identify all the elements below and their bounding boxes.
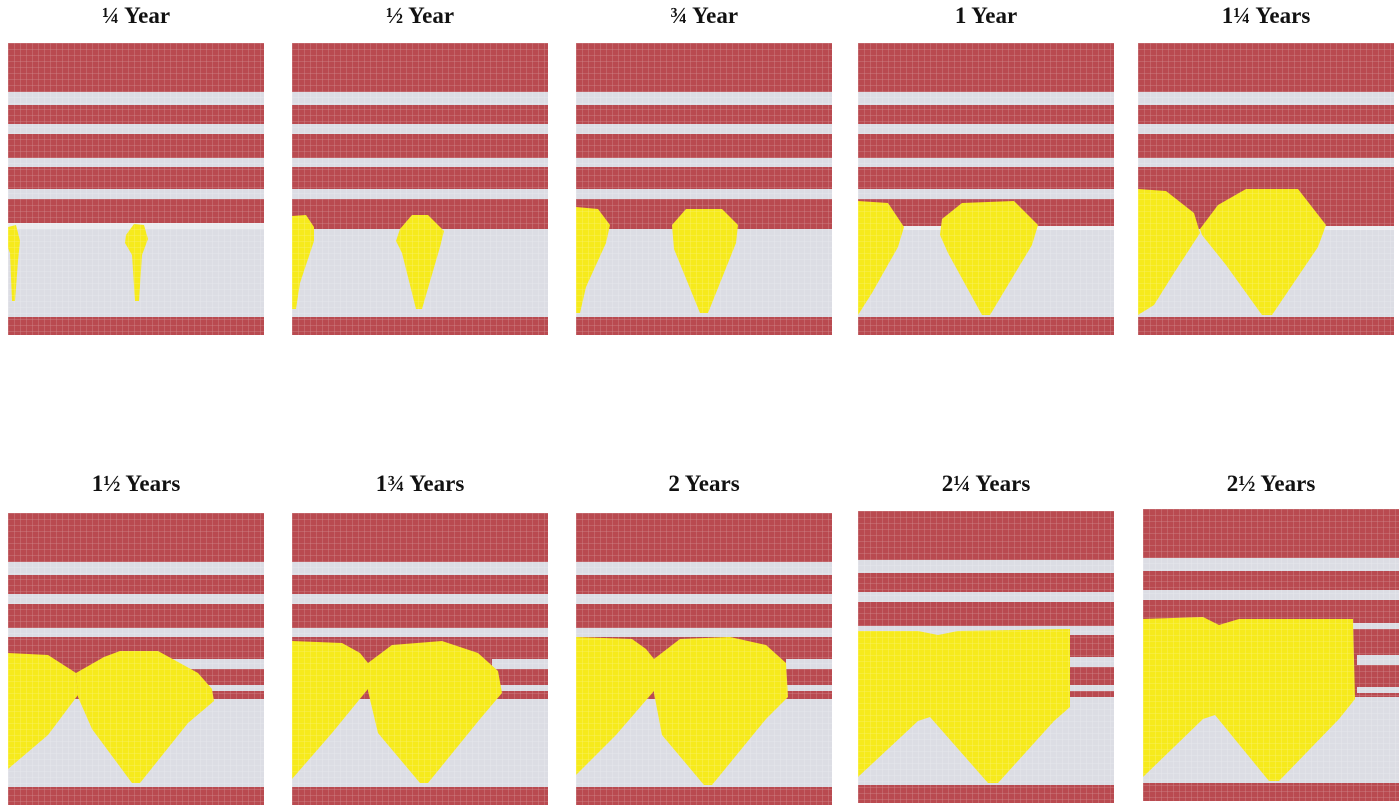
panel-title: 2 Years xyxy=(668,471,740,496)
panel-title: ¼ Year xyxy=(101,3,171,28)
panel-grid xyxy=(8,43,264,335)
plume-panel xyxy=(858,43,1114,335)
plume-panel xyxy=(576,513,832,805)
panel-title: 1¾ Years xyxy=(375,471,465,496)
plume-panel xyxy=(292,513,548,805)
plume-panel xyxy=(8,513,264,805)
plume-panel xyxy=(1143,509,1399,801)
plume-panel xyxy=(292,43,548,335)
panel-title: ¾ Year xyxy=(669,3,739,28)
plume-panel xyxy=(8,43,264,335)
panel-title: 1¼ Years xyxy=(1221,3,1311,28)
panel-title: 2¼ Years xyxy=(941,471,1031,496)
plume-panel xyxy=(576,43,832,335)
panel-title: ½ Year xyxy=(385,3,455,28)
plume-panel xyxy=(1138,43,1394,335)
plume-panel xyxy=(858,511,1114,803)
panel-title: 1½ Years xyxy=(91,471,181,496)
panel-title: 2½ Years xyxy=(1226,471,1316,496)
panel-title: 1 Year xyxy=(954,3,1018,28)
